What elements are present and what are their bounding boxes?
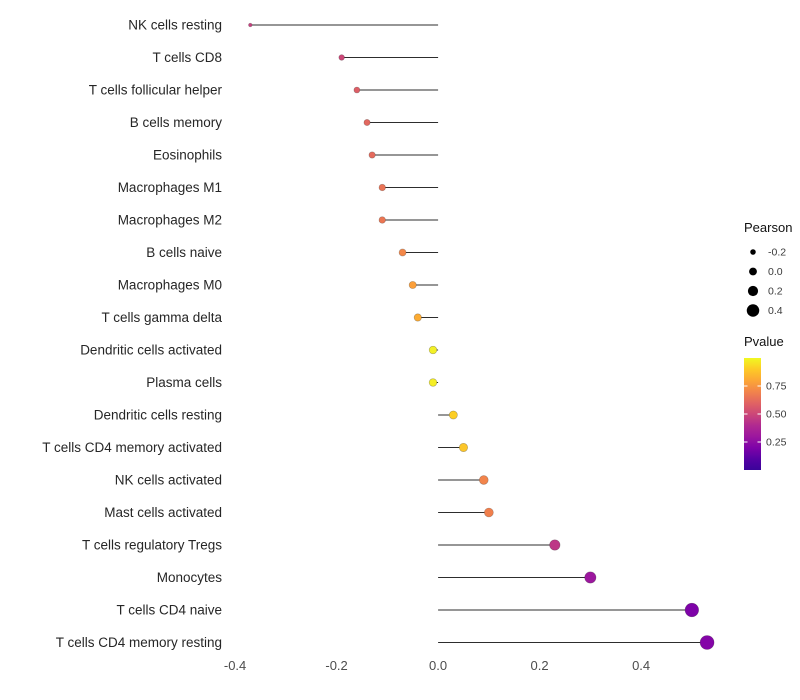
lollipop-dot: [363, 119, 371, 126]
x-tick-label: 0.0: [429, 658, 447, 673]
y-axis-label: Macrophages M1: [118, 180, 222, 195]
legend-size-dot: [747, 285, 759, 297]
y-axis-label: NK cells activated: [115, 473, 222, 488]
lollipop-dot: [684, 602, 699, 618]
lollipop-dot: [413, 313, 422, 322]
y-axis-label: Eosinophils: [153, 148, 222, 163]
lollipop-dot: [699, 635, 715, 650]
legend-size-dot: [746, 304, 760, 317]
pvalue-tick-label: 0.75: [766, 381, 787, 393]
y-axis-label: Macrophages M2: [118, 213, 222, 228]
lollipop-dot: [338, 54, 345, 61]
lollipop-dot: [549, 539, 561, 551]
y-axis-label: Mast cells activated: [104, 505, 222, 520]
lollipop-dot: [428, 378, 438, 387]
lollipop-dot: [378, 216, 386, 224]
legend-size-dot: [750, 249, 756, 255]
y-axis-label: T cells CD4 naive: [116, 603, 222, 618]
y-axis-label: T cells CD4 memory resting: [56, 635, 222, 650]
x-tick-label: -0.2: [325, 658, 347, 673]
lollipop-dot: [378, 183, 386, 192]
lollipop-dot: [448, 410, 458, 420]
legend-pearson-title: Pearson: [744, 220, 792, 235]
y-axis-label: Macrophages M0: [118, 278, 222, 293]
legend-size-label: 0.2: [768, 286, 783, 298]
y-axis-label: T cells CD4 memory activated: [42, 440, 222, 455]
legend-size-label: -0.2: [768, 247, 786, 259]
pvalue-tick-label: 0.25: [766, 437, 787, 449]
pvalue-gradient-bar: [744, 358, 761, 470]
lollipop-dot: [353, 86, 361, 94]
y-axis-label: NK cells resting: [128, 18, 222, 33]
legend-size-dot: [749, 267, 757, 276]
legend-size-label: 0.0: [768, 266, 783, 278]
y-axis-label: T cells CD8: [152, 50, 222, 65]
lollipop-dot: [458, 442, 468, 453]
y-axis-label: Dendritic cells resting: [94, 408, 222, 423]
pvalue-tick-label: 0.50: [766, 409, 787, 421]
x-tick-label: -0.4: [224, 658, 246, 673]
lollipop-dot: [248, 22, 253, 28]
y-axis-label: T cells follicular helper: [89, 83, 223, 98]
lollipop-dot: [484, 507, 494, 518]
lollipop-dot: [584, 571, 597, 584]
y-axis-label: Dendritic cells activated: [80, 343, 222, 358]
lollipop-dot: [408, 281, 417, 289]
legend-pvalue-title: Pvalue: [744, 334, 784, 349]
y-axis-label: Monocytes: [157, 570, 223, 585]
x-tick-label: 0.2: [531, 658, 549, 673]
lollipop-dot: [479, 475, 489, 485]
lollipop-dot: [368, 151, 376, 159]
y-axis-label: B cells memory: [130, 115, 223, 130]
lollipop-dot: [428, 345, 438, 355]
y-axis-label: T cells regulatory Tregs: [82, 538, 222, 553]
legend-size-label: 0.4: [768, 305, 783, 317]
y-axis-label: B cells naive: [146, 245, 222, 260]
x-tick-label: 0.4: [632, 658, 650, 673]
y-axis-label: T cells gamma delta: [101, 310, 222, 325]
lollipop-dot: [398, 248, 407, 257]
y-axis-label: Plasma cells: [146, 375, 222, 390]
